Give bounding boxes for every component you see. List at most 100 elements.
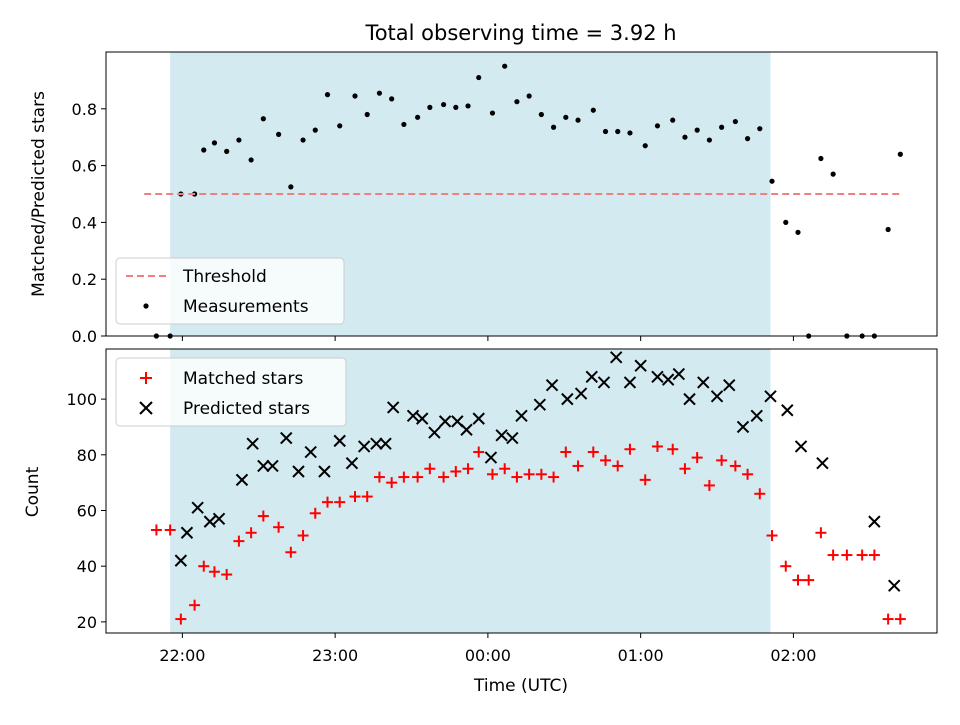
predicted-marker-stroke: [246, 437, 259, 450]
matched-star-point: [815, 527, 827, 539]
predicted-star-point: [416, 412, 429, 425]
predicted-star-point: [484, 451, 498, 464]
predicted-marker-stroke: [174, 554, 188, 567]
predicted-star-point: [888, 579, 901, 592]
top-y-tick-label: 0.0: [72, 327, 97, 346]
predicted-star-point: [634, 359, 647, 372]
matched-star-point: [221, 569, 233, 581]
measurement-point: [476, 74, 482, 81]
matched-star-point: [297, 530, 309, 542]
matched-star-point: [438, 471, 450, 483]
matched-star-point: [257, 510, 269, 522]
predicted-marker-stroke: [585, 370, 598, 384]
matched-star-point: [703, 479, 715, 491]
predicted-star-point: [406, 409, 420, 423]
matched-star-point: [894, 613, 906, 625]
predicted-marker-stroke: [191, 501, 204, 514]
measurement-point: [818, 155, 824, 162]
bottom-y-tick-label: 100: [66, 390, 97, 409]
top-measurements: [153, 63, 903, 339]
predicted-star-point: [304, 445, 317, 459]
predicted-marker-stroke: [533, 398, 547, 411]
matched-star-point: [612, 460, 624, 472]
measurement-point: [352, 93, 358, 99]
predicted-marker-stroke: [545, 378, 559, 392]
predicted-marker-stroke: [428, 426, 441, 439]
matched-star-point: [560, 446, 572, 458]
predicted-marker-stroke: [318, 465, 331, 478]
predicted-star-point: [597, 376, 611, 389]
measurement-point: [694, 127, 700, 133]
measurement-point: [276, 131, 282, 137]
measurement-point: [563, 114, 569, 120]
top-axes-frame: [105, 51, 938, 337]
predicted-marker-stroke: [386, 401, 400, 414]
x-axis-label: Time (UTC): [473, 676, 568, 696]
top-y-tick-label: 0.6: [72, 157, 97, 176]
matched-star-point: [523, 468, 535, 480]
predicted-star-point: [257, 459, 270, 473]
predicted-star-point: [750, 409, 763, 423]
matched-star-point: [667, 443, 679, 455]
matched-star-point: [792, 574, 804, 586]
predicted-marker-stroke: [764, 390, 777, 403]
predicted-marker-stroke: [438, 415, 452, 428]
matched-star-point: [208, 566, 220, 578]
predicted-star-point: [495, 429, 508, 442]
measurement-point: [615, 128, 621, 135]
legend-matched-swatch: [140, 372, 152, 384]
matched-star-point: [473, 446, 485, 458]
matched-star-point: [600, 454, 612, 466]
measurement-point: [682, 134, 688, 140]
measurement-point: [642, 143, 648, 149]
measurement-point: [201, 147, 207, 153]
predicted-marker-stroke: [357, 440, 371, 453]
predicted-marker-stroke: [623, 376, 637, 389]
predicted-star-point: [506, 431, 519, 445]
matched-star-point: [189, 599, 201, 611]
measurement-point: [415, 114, 421, 120]
predicted-star-point: [212, 512, 226, 526]
matched-star-point: [164, 524, 176, 536]
measurement-point: [744, 136, 751, 142]
matched-star-point: [729, 460, 741, 472]
bottom-y-axis-label: Count: [23, 466, 43, 517]
predicted-marker-stroke: [451, 415, 464, 428]
matched-star-point: [412, 471, 424, 483]
measurement-point: [211, 140, 218, 146]
matched-star-point: [716, 454, 728, 466]
matched-star-point: [499, 463, 511, 475]
measurement-point: [590, 107, 596, 113]
top-y-ticks: 0.0 0.2 0.4 0.6 0.8: [72, 100, 106, 346]
bottom-axes-frame: [105, 348, 938, 634]
predicted-marker-stroke: [370, 437, 383, 450]
matched-star-point: [373, 471, 385, 483]
predicted-marker-stroke: [203, 515, 217, 528]
bottom-x-ticks: 22:00 23:00 00:00 01:00 02:00: [159, 633, 816, 665]
matched-star-point: [841, 549, 853, 561]
measurement-point: [248, 157, 254, 163]
predicted-marker-stroke: [723, 378, 736, 392]
predicted-marker-stroke: [683, 392, 696, 406]
matched-star-point: [273, 521, 285, 533]
predicted-star-point: [736, 420, 750, 434]
bottom-y-tick-label: 80: [77, 446, 97, 465]
measurement-point: [602, 128, 609, 135]
matched-star-point: [450, 466, 462, 478]
predicted-marker-stroke: [610, 351, 623, 364]
predicted-star-point: [545, 378, 559, 392]
bottom-y-tick-label: 40: [77, 557, 97, 576]
predicted-star-point: [203, 515, 217, 528]
predicted-star-point: [266, 459, 279, 473]
measurement-point: [337, 123, 343, 129]
predicted-star-point: [574, 387, 588, 400]
predicted-star-point: [345, 456, 359, 470]
measurement-point: [376, 90, 383, 96]
predicted-marker-stroke: [484, 451, 498, 464]
matched-star-point: [572, 460, 584, 472]
matched-star-point: [462, 463, 474, 475]
legend-measurements-label: Measurements: [183, 297, 309, 317]
bottom-y-ticks: 20 40 60 80 100: [66, 390, 106, 632]
measurement-point: [670, 117, 676, 123]
bottom-legend: Matched stars Predicted stars: [115, 357, 347, 427]
